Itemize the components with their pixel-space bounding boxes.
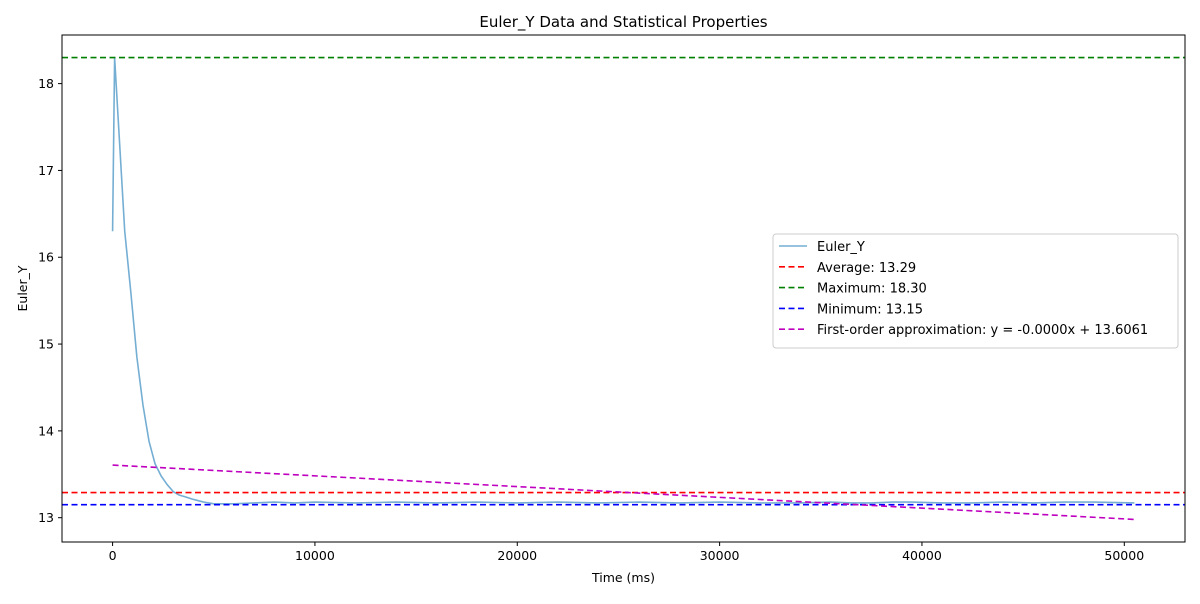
y-tick-label: 17 [38,163,54,178]
legend: Euler_Y Average: 13.29 Maximum: 18.30 Minim… [772,233,1179,349]
x-tick-label: 50000 [1104,548,1144,563]
legend-label: First-order approximation: y = -0.0000x … [817,323,1148,338]
x-tick-label: 20000 [497,548,537,563]
plot-frame [61,34,1186,543]
x-tick-label: 40000 [902,548,942,563]
x-tick-label: 30000 [700,548,740,563]
y-tick-label: 18 [38,76,54,91]
y-tick-label: 13 [38,510,54,525]
series-lines [62,56,1185,521]
x-axis-label: Time (ms) [591,570,655,585]
x-tick-label: 10000 [295,548,335,563]
legend-frame [772,233,1179,349]
y-tick-label: 16 [38,250,54,265]
legend-label: Euler_Y [817,240,865,255]
y-axis-ticks: 13 14 15 16 17 18 [38,76,62,525]
legend-label: Maximum: 18.30 [817,282,927,297]
y-axis-label: Euler_Y [15,265,30,311]
legend-label: Minimum: 13.15 [817,302,923,317]
y-tick-label: 14 [38,423,54,438]
y-tick-label: 15 [38,337,54,352]
chart-title: Euler_Y Data and Statistical Properties [479,13,767,32]
series-line-0 [111,56,1135,505]
x-axis-ticks: 0 10000 20000 30000 40000 50000 [109,542,1144,563]
x-tick-label: 0 [109,548,117,563]
legend-label: Average: 13.29 [817,261,916,276]
